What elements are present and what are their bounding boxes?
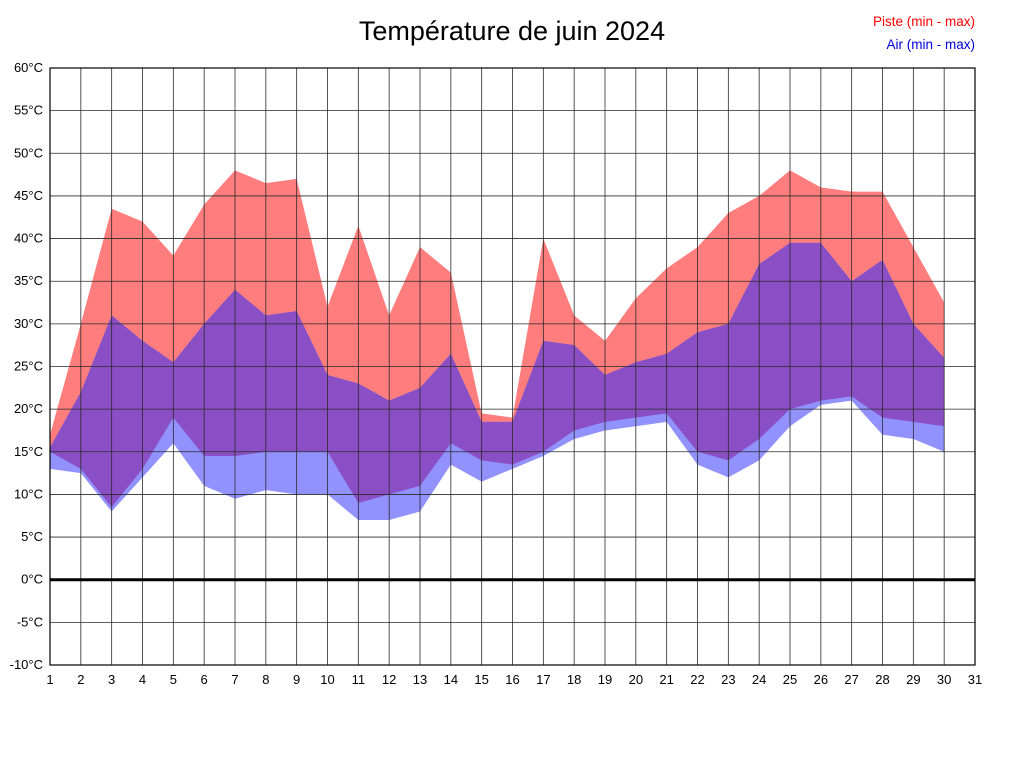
x-tick-label: 18 xyxy=(567,672,581,687)
y-tick-label: 30°C xyxy=(14,316,43,331)
x-tick-label: 17 xyxy=(536,672,550,687)
x-tick-label: 20 xyxy=(629,672,643,687)
x-tick-label: 24 xyxy=(752,672,766,687)
x-tick-label: 7 xyxy=(231,672,238,687)
y-tick-label: 45°C xyxy=(14,188,43,203)
x-tick-label: 22 xyxy=(690,672,704,687)
y-tick-label: 55°C xyxy=(14,103,43,118)
x-tick-label: 6 xyxy=(201,672,208,687)
legend-piste-label: Piste (min - max) xyxy=(872,14,975,29)
y-tick-label: 5°C xyxy=(21,529,43,544)
x-tick-label: 21 xyxy=(659,672,673,687)
x-tick-label: 30 xyxy=(937,672,951,687)
x-tick-label: 4 xyxy=(139,672,146,687)
x-tick-label: 3 xyxy=(108,672,115,687)
legend: Piste (min - max) Air (min - max) xyxy=(873,10,975,56)
y-tick-label: 50°C xyxy=(14,145,43,160)
x-tick-label: 8 xyxy=(262,672,269,687)
x-tick-label: 5 xyxy=(170,672,177,687)
x-tick-label: 1 xyxy=(46,672,53,687)
y-tick-label: 20°C xyxy=(14,401,43,416)
x-tick-label: 19 xyxy=(598,672,612,687)
y-tick-label: 10°C xyxy=(14,486,43,501)
x-tick-label: 10 xyxy=(320,672,334,687)
y-tick-label: 15°C xyxy=(14,444,43,459)
x-tick-label: 12 xyxy=(382,672,396,687)
x-tick-label: 29 xyxy=(906,672,920,687)
x-tick-label: 28 xyxy=(875,672,889,687)
x-tick-label: 27 xyxy=(844,672,858,687)
x-tick-label: 11 xyxy=(352,672,366,687)
y-tick-label: -10°C xyxy=(10,657,43,672)
legend-air-label: Air (min - max) xyxy=(886,37,976,52)
y-tick-label: 40°C xyxy=(14,231,43,246)
y-tick-label: 35°C xyxy=(14,273,43,288)
x-tick-label: 23 xyxy=(721,672,735,687)
plot-border xyxy=(49,67,976,666)
x-tick-label: 14 xyxy=(444,672,458,687)
x-tick-label: 13 xyxy=(413,672,427,687)
x-tick-label: 2 xyxy=(77,672,84,687)
x-tick-label: 26 xyxy=(814,672,828,687)
x-tick-label: 16 xyxy=(505,672,519,687)
y-tick-label: 60°C xyxy=(14,60,43,75)
overlap-band xyxy=(50,242,945,508)
x-tick-label: 15 xyxy=(474,672,488,687)
chart-title: Température de juin 2024 xyxy=(358,16,666,46)
x-tick-label: 31 xyxy=(968,672,982,687)
y-tick-label: 25°C xyxy=(14,359,43,374)
x-tick-label: 25 xyxy=(783,672,797,687)
y-tick-label: 0°C xyxy=(21,572,43,587)
x-tick-label: 9 xyxy=(293,672,300,687)
y-tick-label: -5°C xyxy=(17,614,43,629)
